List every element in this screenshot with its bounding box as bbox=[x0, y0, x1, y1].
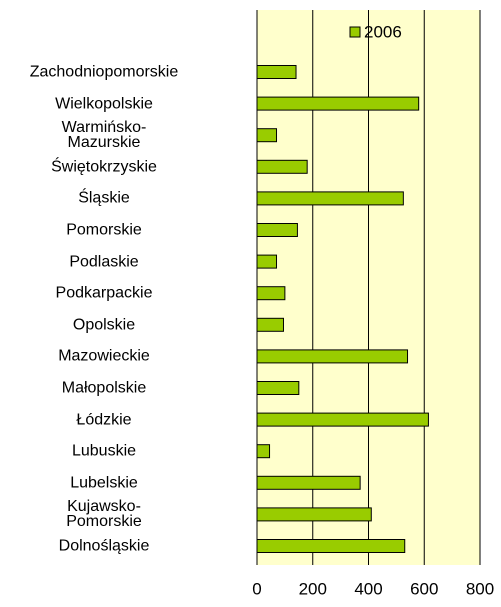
y-tick-label: Opolskie bbox=[72, 316, 136, 334]
y-tick-label: Warmińsko- Mazurskie bbox=[61, 119, 147, 152]
bar bbox=[256, 507, 372, 522]
bar bbox=[256, 286, 286, 301]
bar bbox=[256, 65, 297, 79]
legend-label: 2006 bbox=[364, 22, 402, 41]
y-tick-label: Lubuskie bbox=[71, 442, 137, 460]
legend-swatch bbox=[349, 26, 361, 38]
y-tick-label: Śląskie bbox=[78, 189, 130, 207]
y-tick-label: Podlaskie bbox=[69, 253, 139, 271]
x-tick-label: 400 bbox=[354, 579, 382, 598]
y-tick-label: Świętokrzyskie bbox=[51, 158, 157, 176]
bar bbox=[256, 191, 404, 206]
bar bbox=[256, 539, 406, 553]
bar bbox=[256, 412, 429, 427]
bar bbox=[256, 444, 271, 459]
bar bbox=[256, 223, 298, 237]
bar bbox=[256, 381, 300, 395]
y-tick-label: Mazowieckie bbox=[58, 347, 150, 365]
y-tick-label: Kujawsko- Pomorskie bbox=[66, 498, 142, 531]
x-tick-label: 800 bbox=[466, 579, 494, 598]
y-tick-label: Pomorskie bbox=[66, 221, 142, 239]
bar bbox=[256, 349, 409, 364]
y-tick-label: Wielkopolskie bbox=[55, 95, 153, 113]
bar bbox=[256, 475, 361, 490]
y-tick-label: Zachodniopomorskie bbox=[29, 63, 179, 81]
x-tick-label: 0 bbox=[252, 579, 261, 598]
x-tick-label: 600 bbox=[410, 579, 438, 598]
y-tick-label: Łódzkie bbox=[76, 411, 132, 429]
x-tick-label: 200 bbox=[299, 579, 327, 598]
bar bbox=[256, 159, 308, 174]
bar bbox=[256, 96, 420, 111]
bar bbox=[256, 254, 278, 269]
y-tick-label: Lubelskie bbox=[70, 474, 138, 492]
bar bbox=[256, 317, 284, 332]
bar bbox=[256, 128, 278, 143]
y-tick-label: Dolnośląskie bbox=[58, 537, 150, 555]
y-tick-label: Małopolskie bbox=[61, 379, 147, 397]
y-tick-label: Podkarpackie bbox=[55, 284, 153, 302]
